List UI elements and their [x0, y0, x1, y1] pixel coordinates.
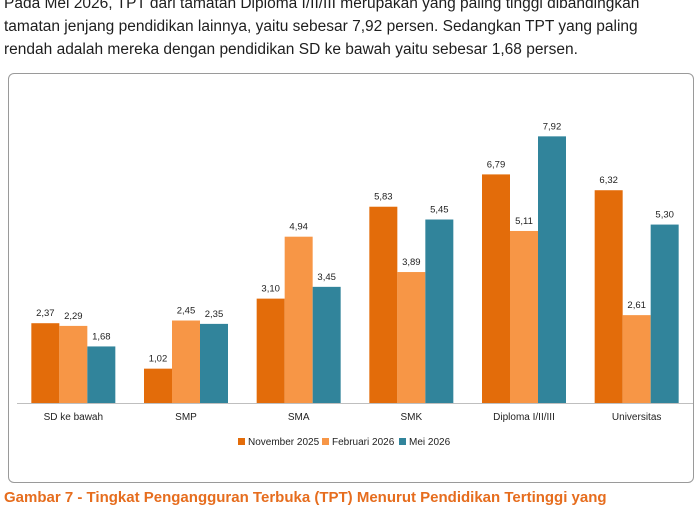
chart-frame: 2,37 2,29 1,68 SD ke bawah 1,02 2,45 2,35 SMP 3,…: [8, 73, 694, 483]
category-label: Diploma I/II/III: [493, 412, 555, 423]
description-paragraph: Pada Mei 2026, TPT dari tamatan Diploma …: [4, 0, 700, 61]
category-label: SD ke bawah: [44, 412, 103, 423]
legend-label: Mei 2026: [409, 437, 451, 448]
bar: [284, 236, 313, 403]
data-label: 5,45: [430, 205, 449, 216]
bar: [538, 136, 566, 404]
bar: [397, 272, 426, 403]
data-label: 6,32: [599, 175, 618, 186]
category-label: SMA: [288, 412, 310, 423]
bar: [144, 368, 172, 403]
category-label: SMK: [400, 412, 422, 423]
data-label: 3,10: [261, 284, 280, 295]
legend-label: Februari 2026: [332, 437, 395, 448]
data-label: 5,11: [515, 216, 533, 227]
category-label: SMP: [175, 412, 197, 423]
data-label: 2,37: [36, 308, 55, 319]
bar: [482, 174, 510, 403]
figure-caption: Gambar 7 - Tingkat Pengangguran Terbuka …: [4, 489, 607, 506]
bar: [369, 206, 398, 403]
paragraph-line-2: tamatan jenjang pendidikan lainnya, yait…: [4, 18, 638, 35]
data-label: 4,94: [289, 222, 308, 233]
bar: [622, 315, 651, 403]
bar: [312, 286, 341, 403]
bar: [425, 219, 454, 403]
bar: [31, 323, 60, 403]
data-label: 2,61: [627, 300, 646, 311]
bar: [172, 320, 200, 403]
data-label: 5,30: [655, 210, 674, 221]
paragraph-line-1: Pada Mei 2026, TPT dari tamatan Diploma …: [4, 0, 640, 12]
data-label: 1,02: [149, 354, 168, 365]
data-label: 2,29: [64, 311, 83, 322]
legend-swatch: [399, 438, 406, 445]
bar: [87, 346, 116, 403]
bar: [256, 298, 285, 403]
data-label: 5,83: [374, 192, 393, 203]
legend-swatch: [238, 438, 245, 445]
data-label: 2,35: [205, 309, 224, 320]
data-label: 7,92: [543, 121, 562, 132]
bar: [510, 230, 538, 403]
paragraph-line-3: rendah adalah mereka dengan pendidikan S…: [4, 41, 578, 58]
bar: [200, 323, 228, 403]
data-label: 2,45: [177, 306, 196, 317]
legend-label: November 2025: [248, 437, 320, 448]
data-label: 3,89: [402, 257, 421, 268]
category-label: Universitas: [612, 412, 661, 423]
bar: [594, 190, 623, 403]
bar-chart: 2,37 2,29 1,68 SD ke bawah 1,02 2,45 2,35 SMP 3,…: [17, 121, 693, 448]
bar: [59, 325, 88, 403]
legend-swatch: [322, 438, 329, 445]
bar: [650, 224, 679, 403]
data-label: 1,68: [92, 331, 111, 342]
data-label: 6,79: [487, 159, 506, 170]
data-label: 3,45: [317, 272, 336, 283]
